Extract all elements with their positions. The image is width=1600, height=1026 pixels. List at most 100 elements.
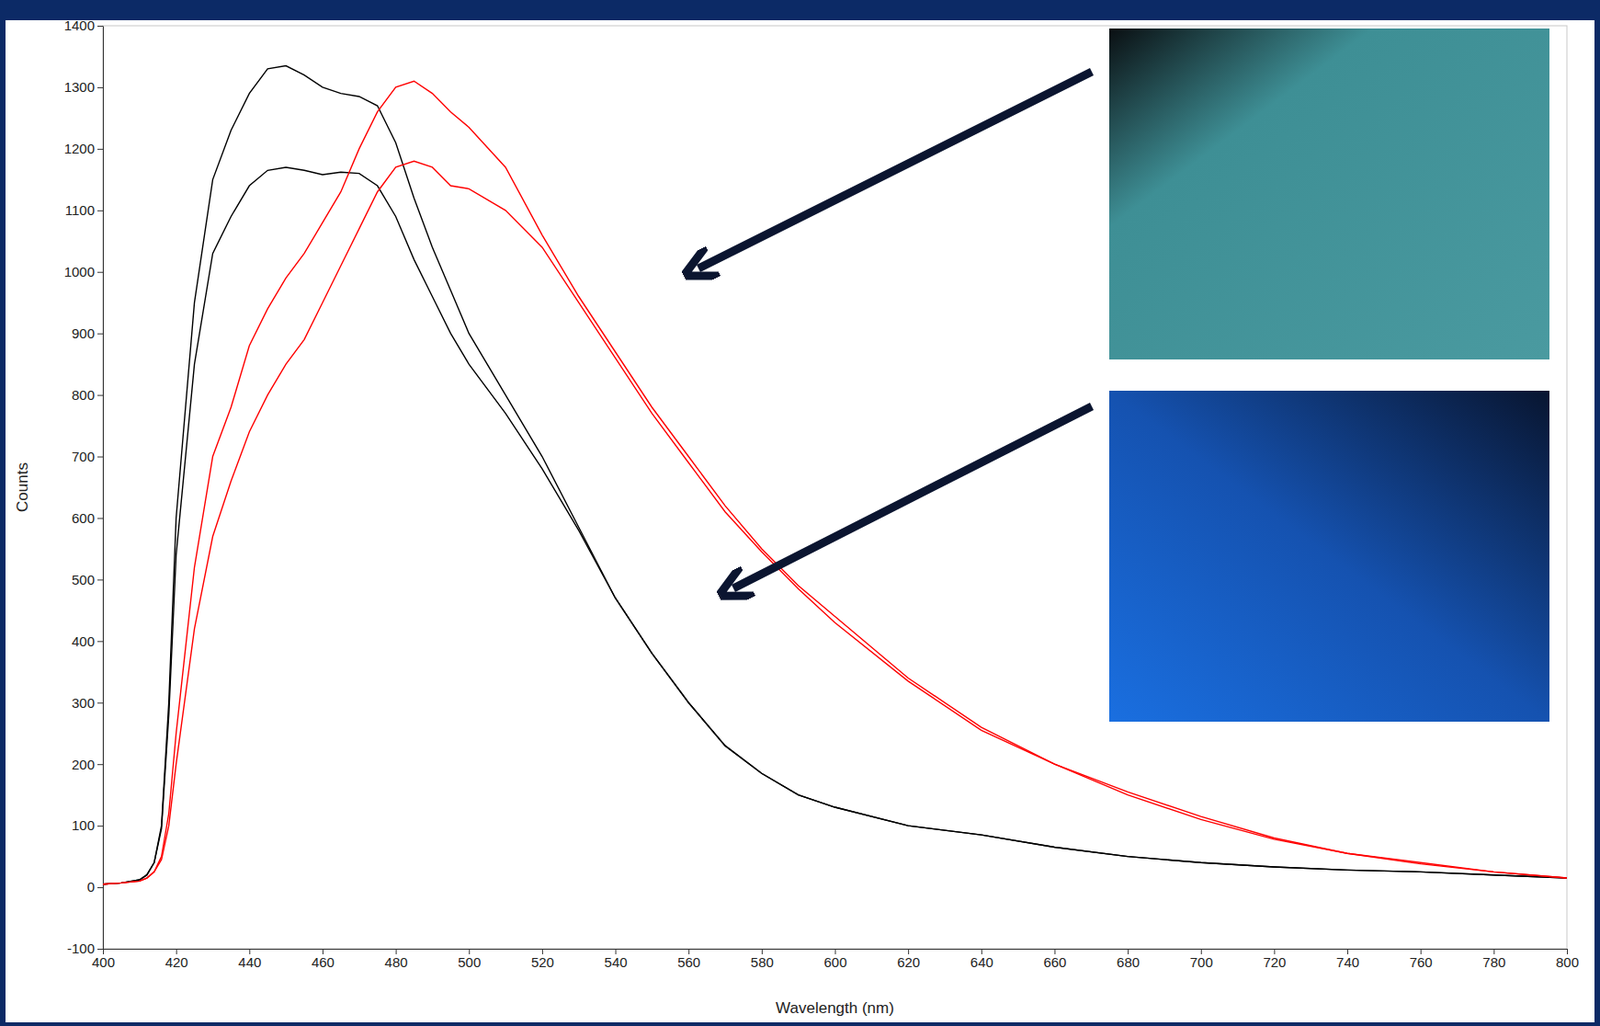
tick-label: -100	[67, 940, 95, 956]
tick-label: 580	[750, 953, 774, 970]
tick-label: 1000	[64, 263, 95, 280]
tick-mark	[97, 272, 103, 273]
tick: 440	[238, 948, 261, 970]
tick: 620	[896, 948, 920, 970]
tick: 560	[677, 948, 701, 970]
tick-mark	[97, 395, 103, 397]
tick: 800	[71, 386, 103, 403]
arrow	[733, 406, 1092, 589]
tick: 600	[823, 948, 847, 970]
tick: 520	[531, 948, 555, 970]
photo-inset	[1109, 390, 1550, 722]
tick-mark	[97, 948, 103, 950]
tick: 720	[1262, 948, 1286, 970]
tick-label: 540	[604, 953, 628, 970]
tick: 900	[71, 325, 103, 341]
tick: 700	[71, 448, 103, 465]
tick-mark	[97, 87, 103, 89]
tick-label: 800	[1555, 953, 1579, 970]
tick-label: 400	[91, 953, 115, 970]
tick-label: 640	[970, 953, 994, 970]
tick-label: 600	[71, 510, 95, 526]
tick-label: 0	[87, 878, 95, 895]
tick: 600	[71, 510, 103, 526]
tick: 400	[71, 633, 103, 649]
tick: 740	[1336, 948, 1360, 970]
arrow	[698, 71, 1092, 269]
tick-label: 480	[385, 953, 409, 970]
chart: 400 420 440 460 480 500 520 540 560 580 600 620 640 6…	[0, 0, 1600, 1026]
plot-frame	[102, 25, 1567, 949]
tick-label: 680	[1116, 953, 1140, 970]
tick-label: 600	[823, 953, 847, 970]
tick-label: 440	[238, 953, 261, 970]
tick-mark	[97, 702, 103, 704]
tick: 400	[91, 948, 115, 970]
tick-mark	[97, 25, 103, 27]
tick-label: 500	[71, 571, 95, 588]
tick: 680	[1116, 948, 1140, 970]
tick: 100	[71, 817, 103, 833]
tick: 460	[311, 948, 335, 970]
tick-label: 1300	[64, 79, 95, 95]
tick: 200	[71, 756, 103, 772]
tick-mark	[97, 210, 103, 212]
tick: 480	[385, 948, 409, 970]
tick-label: 500	[457, 953, 481, 970]
tick-mark	[97, 825, 103, 827]
plot-area: 400 420 440 460 480 500 520 540 560 580 600 620 640 6…	[64, 17, 1579, 969]
tick-mark	[97, 763, 103, 765]
y-axis-title: Counts	[13, 462, 32, 512]
tick-label: 400	[71, 633, 95, 649]
axis-line	[102, 26, 104, 950]
tick: 1200	[64, 140, 103, 157]
tick: 700	[1190, 948, 1214, 970]
tick: 800	[1555, 948, 1579, 970]
panel	[5, 20, 1595, 1022]
tick: 500	[71, 571, 103, 588]
x-axis: 400 420 440 460 480 500 520 540 560 580 600 620 640 6…	[91, 948, 1579, 970]
tick: 1400	[64, 17, 103, 34]
tick: 1000	[64, 263, 103, 280]
y-axis: -100 0 100 200 300 400 500 600 700 800 900 1000 1100…	[64, 17, 104, 956]
tick-label: 300	[71, 694, 95, 711]
x-axis-title: Wavelength (nm)	[775, 998, 895, 1017]
tick-label: 760	[1409, 953, 1433, 970]
tick-mark	[97, 517, 103, 519]
photo-inset	[1109, 28, 1550, 360]
tick: 780	[1482, 948, 1506, 970]
tick: 300	[71, 694, 103, 711]
tick-label: 420	[165, 953, 189, 970]
tick-label: 460	[311, 953, 335, 970]
tick-label: 900	[71, 325, 95, 341]
tick: 1100	[65, 202, 103, 218]
tick-label: 1200	[64, 140, 95, 157]
tick-label: 100	[71, 817, 95, 833]
tick: 580	[750, 948, 774, 970]
tick-label: 620	[896, 953, 920, 970]
tick: 500	[457, 948, 481, 970]
tick-label: 780	[1482, 953, 1506, 970]
tick: 640	[970, 948, 994, 970]
tick-label: 700	[1190, 953, 1214, 970]
tick-mark	[97, 640, 103, 642]
tick-label: 1100	[65, 202, 95, 218]
tick: -100	[67, 940, 103, 956]
tick-label: 720	[1262, 953, 1286, 970]
tick: 660	[1043, 948, 1067, 970]
tick-mark	[97, 333, 103, 335]
tick: 0	[87, 878, 103, 895]
tick-mark	[97, 148, 103, 150]
tick-mark	[97, 886, 103, 888]
tick-label: 740	[1336, 953, 1360, 970]
tick: 540	[604, 948, 628, 970]
tick-label: 1400	[64, 17, 95, 34]
tick-label: 200	[71, 756, 95, 772]
tick-label: 800	[71, 386, 95, 403]
tick-label: 700	[71, 448, 95, 465]
tick: 760	[1409, 948, 1433, 970]
tick-mark	[97, 578, 103, 580]
tick-label: 560	[677, 953, 701, 970]
tick-mark	[97, 456, 103, 458]
tick: 1300	[64, 79, 103, 95]
